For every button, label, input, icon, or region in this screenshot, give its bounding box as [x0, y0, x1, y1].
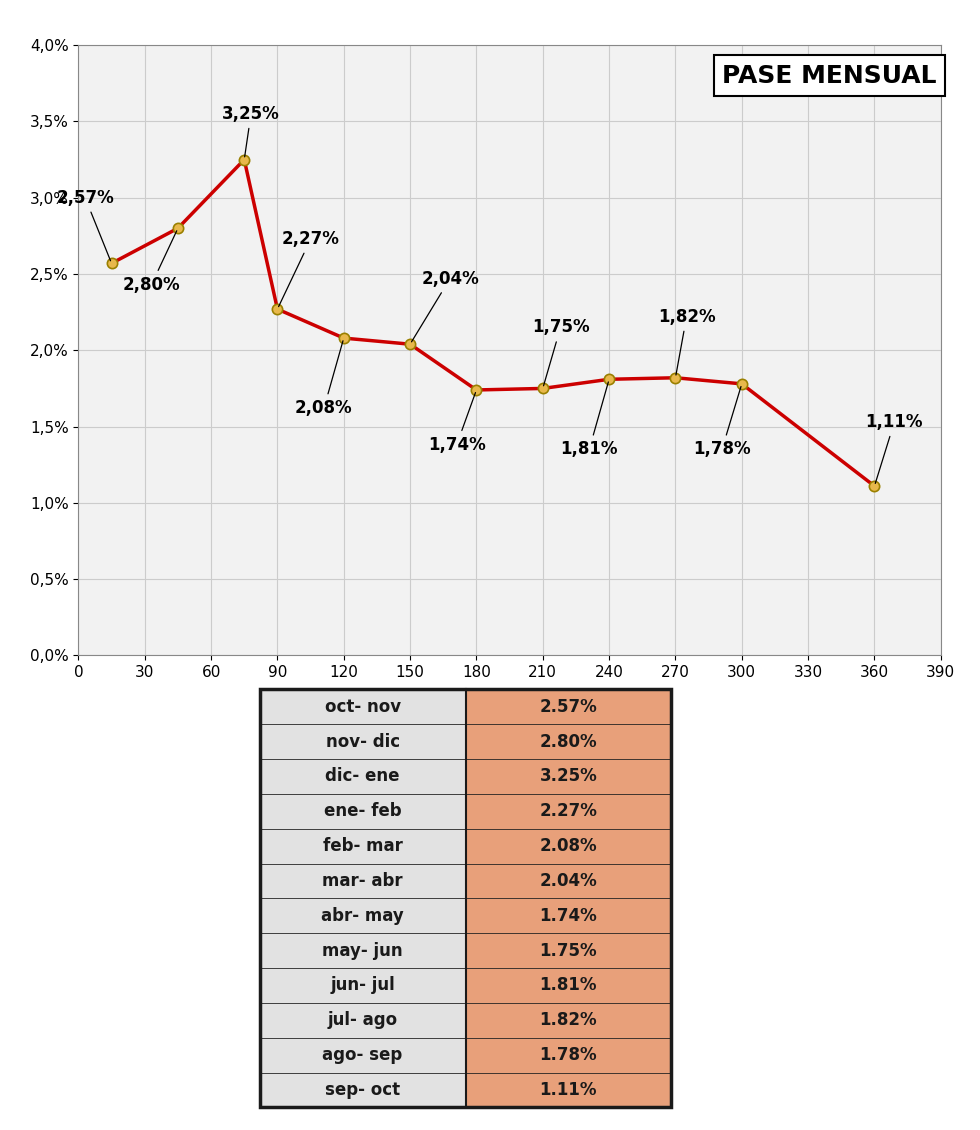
Text: oct- nov: oct- nov — [324, 697, 401, 715]
Text: 3,25%: 3,25% — [222, 105, 280, 157]
Text: 2,08%: 2,08% — [295, 341, 353, 417]
Text: sep- oct: sep- oct — [325, 1081, 400, 1099]
Text: PASE MENSUAL: PASE MENSUAL — [722, 63, 937, 87]
Point — [468, 381, 484, 399]
Point — [171, 219, 186, 237]
Text: 1.82%: 1.82% — [540, 1011, 597, 1029]
Text: 1,82%: 1,82% — [658, 307, 715, 375]
Point — [535, 380, 551, 398]
Text: 1.81%: 1.81% — [540, 976, 597, 994]
Text: jul- ago: jul- ago — [327, 1011, 398, 1029]
Text: ago- sep: ago- sep — [322, 1046, 403, 1064]
Text: 1,11%: 1,11% — [865, 412, 923, 484]
Text: 2,80%: 2,80% — [122, 231, 180, 294]
Text: 2.27%: 2.27% — [539, 802, 598, 820]
Point — [104, 254, 120, 272]
Text: 2.80%: 2.80% — [540, 732, 597, 750]
Text: 1.11%: 1.11% — [540, 1081, 597, 1099]
Text: feb- mar: feb- mar — [322, 837, 403, 855]
Text: jun- jul: jun- jul — [330, 976, 395, 994]
Point — [866, 477, 882, 495]
Text: 1,81%: 1,81% — [561, 382, 618, 459]
Text: 2,57%: 2,57% — [56, 189, 114, 261]
Text: 1.75%: 1.75% — [540, 941, 597, 959]
Text: 2,27%: 2,27% — [278, 229, 340, 306]
Text: nov- dic: nov- dic — [325, 732, 400, 750]
Text: 1.78%: 1.78% — [540, 1046, 597, 1064]
Point — [402, 336, 417, 354]
X-axis label: DIAS AL VENCIMIENTO: DIAS AL VENCIMIENTO — [396, 688, 623, 706]
Text: 3.25%: 3.25% — [540, 767, 597, 785]
Text: 2.57%: 2.57% — [540, 697, 597, 715]
Text: 1,78%: 1,78% — [693, 386, 751, 459]
Point — [602, 371, 617, 389]
Point — [667, 368, 683, 386]
Text: 1,75%: 1,75% — [532, 319, 589, 385]
Point — [734, 375, 750, 393]
Text: 2.04%: 2.04% — [540, 872, 597, 890]
Text: ene- feb: ene- feb — [323, 802, 402, 820]
Text: 2.08%: 2.08% — [540, 837, 597, 855]
Text: abr- may: abr- may — [321, 906, 404, 924]
Point — [270, 301, 285, 319]
Text: may- jun: may- jun — [322, 941, 403, 959]
Point — [336, 329, 352, 347]
Text: 1.74%: 1.74% — [540, 906, 597, 924]
Text: mar- abr: mar- abr — [322, 872, 403, 890]
Text: 1,74%: 1,74% — [428, 392, 485, 454]
Text: 2,04%: 2,04% — [412, 270, 479, 342]
Point — [236, 150, 252, 168]
Text: dic- ene: dic- ene — [325, 767, 400, 785]
